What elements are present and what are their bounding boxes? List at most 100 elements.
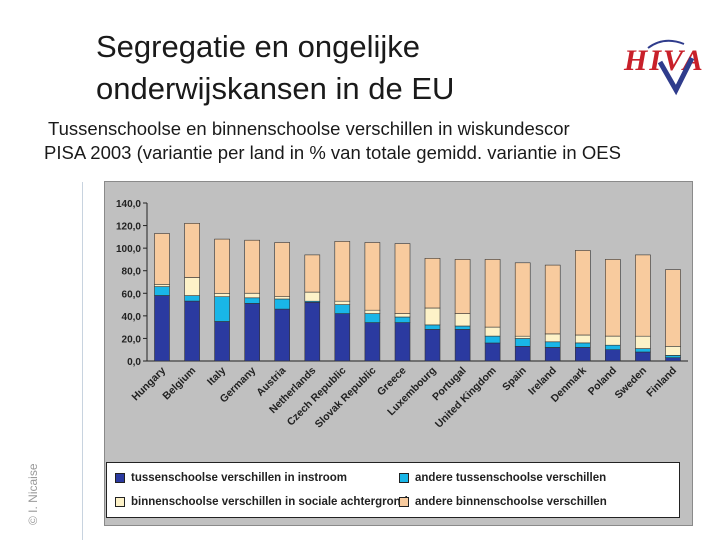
bar-segment-portugal-s2 bbox=[454, 313, 471, 327]
y-tick-label: 0,0 bbox=[127, 357, 141, 368]
legend-item-tussenschoolse-instroom: tussenschoolse verschillen in instroom bbox=[115, 472, 347, 484]
stacked-bar-chart: 0,0 20,0 40,0 60,0 80,0 100,0 120,0 140,0 Hungar… bbox=[116, 199, 688, 430]
slide-title-line2: onderwijskansen in de EU bbox=[96, 71, 455, 106]
x-tick-label-sweden: Sweden bbox=[612, 365, 649, 402]
bar-segment-belgium-s0 bbox=[184, 300, 200, 362]
bar-segment-czech-republic-s1 bbox=[334, 304, 351, 314]
bar-segment-portugal-s1 bbox=[454, 325, 471, 330]
bar-segment-ireland-s3 bbox=[544, 264, 561, 335]
bar-segment-united-kingdom-s3 bbox=[484, 259, 501, 328]
legend-swatch bbox=[399, 473, 409, 483]
bar-segment-poland-s2 bbox=[604, 335, 621, 346]
bar-segment-spain-s0 bbox=[514, 346, 531, 362]
bar-segment-greece-s3 bbox=[394, 243, 411, 314]
bar-segment-ireland-s0 bbox=[544, 347, 561, 362]
bar-segment-finland-s0 bbox=[665, 357, 681, 362]
legend-swatch bbox=[115, 473, 125, 483]
chart-subtitle: Tussenschoolse en binnenschoolse verschi… bbox=[44, 117, 720, 165]
bar-segment-czech-republic-s2 bbox=[334, 300, 351, 305]
bar-segment-hungary-s1 bbox=[154, 286, 170, 296]
bar-segment-spain-s3 bbox=[514, 262, 531, 337]
bar-segment-italy-s0 bbox=[214, 321, 230, 362]
chart-legend: tussenschoolse verschillen in instroom a… bbox=[106, 462, 680, 518]
bar-segment-slovak-republic-s2 bbox=[364, 309, 381, 314]
bar-segment-denmark-s3 bbox=[574, 250, 591, 336]
bar-segment-austria-s3 bbox=[274, 242, 290, 298]
legend-item-andere-binnenschoolse: andere binnenschoolse verschillen bbox=[399, 496, 607, 508]
legend-swatch bbox=[115, 497, 125, 507]
legend-label: andere binnenschoolse verschillen bbox=[415, 496, 607, 508]
bar-segment-hungary-s3 bbox=[154, 233, 170, 285]
y-tick-label: 40,0 bbox=[122, 312, 142, 323]
bar-segment-belgium-s3 bbox=[184, 222, 200, 278]
bar-segment-finland-s2 bbox=[665, 346, 681, 356]
bar-segment-netherlands-s3 bbox=[304, 254, 321, 293]
subtitle-line1: Tussenschoolse en binnenschoolse verschi… bbox=[48, 118, 570, 139]
bar-segment-belgium-s2 bbox=[184, 277, 200, 296]
bar-segment-hungary-s2 bbox=[154, 284, 170, 287]
bar-segment-germany-s0 bbox=[244, 303, 260, 362]
bar-segment-austria-s1 bbox=[274, 298, 290, 310]
legend-item-andere-tussenschoolse: andere tussenschoolse verschillen bbox=[399, 472, 606, 484]
y-tick-label: 120,0 bbox=[116, 222, 141, 233]
bar-segment-sweden-s0 bbox=[635, 351, 651, 362]
bar-segment-portugal-s0 bbox=[454, 329, 471, 362]
bar-segment-belgium-s1 bbox=[184, 295, 200, 302]
bar-segment-denmark-s0 bbox=[574, 347, 591, 362]
bar-segment-germany-s3 bbox=[244, 239, 260, 294]
legend-item-binnenschoolse-sociale: binnenschoolse verschillen in sociale ac… bbox=[115, 496, 408, 508]
legend-label: binnenschoolse verschillen in sociale ac… bbox=[131, 496, 408, 508]
bar-segment-ireland-s2 bbox=[544, 333, 561, 343]
bar-segment-poland-s1 bbox=[604, 344, 621, 350]
bar-segment-italy-s1 bbox=[214, 296, 230, 322]
bar-segment-sweden-s2 bbox=[635, 335, 651, 349]
plot-area bbox=[147, 203, 688, 361]
bar-segment-italy-s2 bbox=[214, 293, 230, 298]
bar-segment-austria-s2 bbox=[274, 296, 290, 300]
legend-swatch bbox=[399, 497, 409, 507]
bar-segment-slovak-republic-s1 bbox=[364, 313, 381, 323]
subtitle-line2: PISA 2003 (variantie per land in % van t… bbox=[44, 142, 621, 163]
bar-segment-poland-s0 bbox=[604, 349, 621, 362]
bar-segment-spain-s1 bbox=[514, 338, 531, 347]
bar-segment-czech-republic-s0 bbox=[334, 313, 351, 362]
y-tick-label: 80,0 bbox=[122, 267, 142, 278]
hiva-logo-v-mark bbox=[657, 56, 695, 96]
y-tick-label: 60,0 bbox=[122, 289, 142, 300]
x-tick-label-finland: Finland bbox=[644, 365, 679, 400]
bar-segment-sweden-s3 bbox=[635, 254, 651, 337]
bar-segment-united-kingdom-s0 bbox=[484, 342, 501, 362]
bar-segment-finland-s3 bbox=[665, 269, 681, 347]
slide-accent-line bbox=[82, 182, 83, 540]
bar-segment-finland-s1 bbox=[665, 355, 681, 358]
bar-segment-greece-s2 bbox=[394, 313, 411, 318]
bar-segment-united-kingdom-s2 bbox=[484, 326, 501, 337]
x-tick-label-belgium: Belgium bbox=[160, 365, 198, 403]
y-tick-label: 140,0 bbox=[116, 199, 141, 210]
bar-segment-luxembourg-s3 bbox=[424, 258, 441, 309]
copyright-text: © I. Nicaise bbox=[26, 463, 40, 525]
bar-segment-germany-s1 bbox=[244, 297, 260, 304]
bar-segment-sweden-s1 bbox=[635, 348, 651, 353]
bar-segment-denmark-s2 bbox=[574, 334, 591, 344]
bar-segment-czech-republic-s3 bbox=[334, 241, 351, 302]
bar-segment-greece-s1 bbox=[394, 316, 411, 323]
bar-segment-greece-s0 bbox=[394, 322, 411, 362]
bar-segment-slovak-republic-s3 bbox=[364, 242, 381, 311]
x-tick-label-spain: Spain bbox=[500, 365, 529, 394]
bar-segment-netherlands-s2 bbox=[304, 291, 321, 302]
bar-segment-denmark-s1 bbox=[574, 342, 591, 348]
y-tick-label: 20,0 bbox=[122, 334, 142, 345]
bar-segment-united-kingdom-s1 bbox=[484, 335, 501, 344]
hiva-logo: HIVA bbox=[623, 39, 703, 96]
chart-frame: 0,0 20,0 40,0 60,0 80,0 100,0 120,0 140,0 Hungar… bbox=[104, 181, 693, 526]
bar-segment-slovak-republic-s0 bbox=[364, 322, 381, 362]
slide-title-line1: Segregatie en ongelijke bbox=[96, 29, 421, 64]
bar-segment-luxembourg-s0 bbox=[424, 329, 441, 362]
x-tick-label-hungary: Hungary bbox=[130, 365, 169, 404]
bar-segment-austria-s0 bbox=[274, 308, 290, 362]
hiva-logo-swoosh bbox=[647, 39, 685, 49]
bar-segment-portugal-s3 bbox=[454, 259, 471, 314]
bar-segment-luxembourg-s1 bbox=[424, 324, 441, 330]
bar-segment-germany-s2 bbox=[244, 293, 260, 299]
